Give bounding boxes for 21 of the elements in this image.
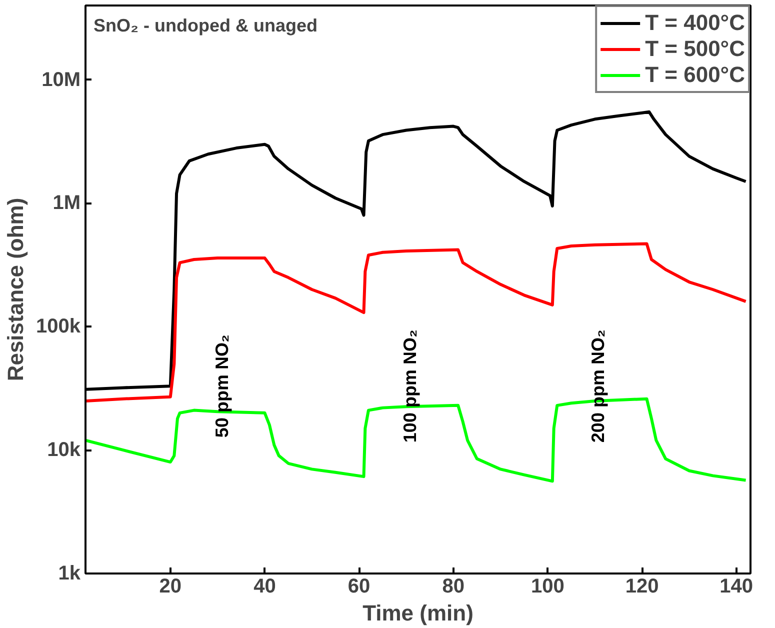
y-tick-label: 1k — [58, 562, 82, 584]
x-tick-label: 100 — [531, 576, 564, 598]
y-tick-label: 1M — [52, 192, 81, 214]
x-tick-label: 60 — [348, 576, 370, 598]
annotation: 200 ppm NO₂ — [588, 330, 608, 443]
legend-label: T = 500°C — [645, 36, 745, 62]
annotation: 100 ppm NO₂ — [400, 330, 420, 443]
x-tick-label: 20 — [159, 576, 182, 598]
x-tick-label: 80 — [442, 576, 464, 598]
y-tick-label: 10k — [47, 439, 82, 462]
annotation: 50 ppm NO₂ — [212, 334, 232, 438]
y-axis-title: Resistance (ohm) — [3, 198, 28, 382]
x-tick-label: 120 — [625, 576, 659, 598]
x-tick-label: 40 — [254, 576, 276, 598]
x-axis-title: Time (min) — [362, 600, 474, 626]
legend-label: T = 600°C — [645, 62, 745, 88]
legend-label: T = 400°C — [645, 10, 745, 36]
y-tick-label: 10M — [42, 68, 80, 91]
y-tick-label: 100k — [36, 316, 82, 338]
text: SnO₂ - undoped & unaged — [94, 16, 318, 36]
x-tick-label: 140 — [720, 576, 754, 598]
